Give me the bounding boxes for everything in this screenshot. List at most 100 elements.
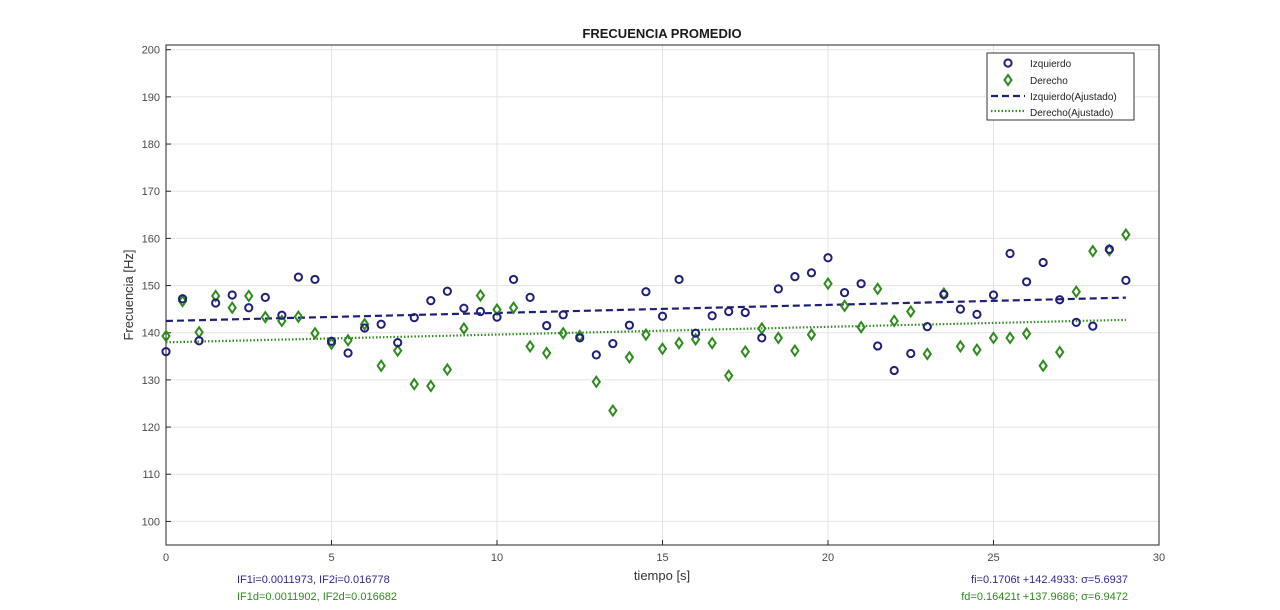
axis-ticks: 0 5 10 15 20 25 30 100 110 120 130 140 150 160 170 180 1… [142, 45, 1165, 564]
point-derecho [856, 320, 866, 334]
point-derecho [177, 294, 188, 308]
point-izquierdo [194, 336, 204, 346]
point-derecho [806, 327, 817, 342]
point-izquierdo [360, 323, 370, 333]
point-derecho [955, 339, 966, 354]
point-izquierdo [459, 303, 469, 313]
point-izquierdo [542, 321, 552, 331]
point-izquierdo [161, 347, 171, 357]
y-tick-label: 200 [142, 45, 160, 57]
point-izquierdo [906, 348, 916, 359]
point-izquierdo [558, 310, 568, 320]
point-derecho [872, 282, 883, 296]
point-derecho [972, 342, 982, 357]
annotation-right-line2: fd=0.16421t +137.9686; σ=6.9472 [961, 591, 1128, 603]
point-izquierdo [492, 312, 502, 322]
point-izquierdo [1055, 295, 1065, 305]
point-izquierdo [393, 338, 403, 348]
point-derecho [922, 347, 933, 361]
x-tick-label: 5 [328, 552, 334, 564]
point-derecho [426, 379, 436, 393]
legend-label-derecho-ajustado: Derecho(Ajustado) [1030, 108, 1113, 119]
legend-label-izquierdo: Izquierdo [1030, 59, 1072, 70]
point-derecho [343, 333, 353, 348]
point-derecho [376, 359, 386, 373]
y-axis-label: Frecuencia [Hz] [121, 249, 136, 340]
x-tick-label: 20 [822, 552, 834, 564]
point-izquierdo [508, 274, 519, 285]
point-izquierdo [955, 304, 966, 314]
point-izquierdo [376, 319, 386, 329]
point-izquierdo [277, 310, 287, 320]
point-derecho [608, 403, 618, 418]
y-tick-label: 100 [142, 516, 160, 528]
point-izquierdo [757, 333, 767, 343]
x-tick-label: 10 [491, 552, 503, 564]
point-derecho [1121, 227, 1131, 242]
point-izquierdo [1121, 275, 1131, 285]
y-tick-label: 140 [142, 328, 160, 340]
point-derecho [790, 343, 800, 358]
point-izquierdo [939, 289, 949, 300]
point-derecho [1021, 326, 1032, 341]
point-izquierdo [177, 294, 188, 304]
fit-line-izquierdo [165, 296, 1126, 323]
point-derecho [657, 342, 668, 356]
point-derecho [1088, 244, 1098, 258]
point-izquierdo [227, 290, 237, 300]
chart-title: FRECUENCIA PROMEDIO [582, 26, 741, 41]
point-derecho [1038, 359, 1048, 373]
legend-label-izquierdo-ajustado: Izquierdo(Ajustado) [1030, 92, 1117, 103]
point-derecho [641, 327, 651, 342]
y-tick-label: 130 [142, 375, 160, 387]
point-derecho [740, 344, 750, 359]
point-derecho [409, 377, 419, 391]
point-izquierdo [740, 307, 750, 318]
point-derecho [359, 317, 370, 331]
point-derecho [492, 302, 502, 317]
point-izquierdo [591, 350, 601, 360]
point-izquierdo [260, 292, 270, 302]
point-izquierdo [707, 311, 717, 321]
point-derecho [525, 339, 535, 354]
point-derecho [906, 304, 916, 319]
point-izquierdo [806, 268, 817, 278]
point-izquierdo [1071, 317, 1081, 327]
point-derecho [260, 310, 271, 324]
point-izquierdo [326, 336, 337, 346]
y-tick-label: 120 [142, 422, 160, 434]
data-points [161, 227, 1131, 418]
legend-label-derecho: Derecho [1030, 76, 1068, 87]
point-izquierdo [1088, 321, 1098, 331]
point-derecho [392, 343, 403, 358]
annotation-left-line1: IF1i=0.0011973, IF2i=0.016778 [237, 574, 390, 586]
point-izquierdo [310, 274, 320, 285]
point-derecho [1071, 284, 1081, 299]
legend-marker-derecho [1003, 73, 1013, 87]
point-derecho [277, 314, 287, 328]
point-izquierdo [823, 253, 833, 263]
point-izquierdo [525, 292, 535, 302]
point-derecho [475, 288, 486, 303]
point-izquierdo [674, 274, 684, 285]
point-derecho [889, 314, 899, 328]
y-tick-label: 190 [142, 92, 160, 104]
point-derecho [459, 321, 469, 336]
point-izquierdo [244, 303, 254, 313]
point-izquierdo [922, 322, 932, 332]
point-izquierdo [773, 284, 783, 294]
point-derecho [674, 336, 684, 350]
point-derecho [839, 299, 850, 313]
point-derecho [773, 331, 784, 345]
point-derecho [1005, 331, 1015, 345]
point-izquierdo [211, 298, 221, 308]
point-izquierdo [608, 338, 618, 349]
point-derecho [707, 336, 717, 350]
x-tick-label: 15 [656, 552, 668, 564]
point-derecho [227, 300, 237, 315]
point-derecho [823, 276, 833, 291]
point-izquierdo [624, 320, 635, 330]
point-izquierdo [641, 287, 651, 297]
point-izquierdo [426, 296, 436, 306]
